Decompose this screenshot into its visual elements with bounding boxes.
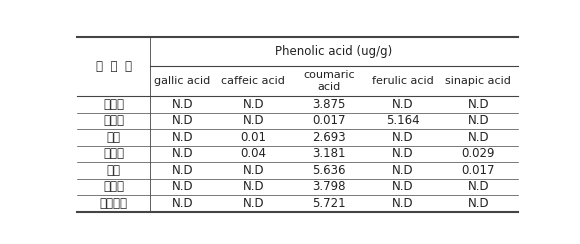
Text: 자  원  명: 자 원 명 — [96, 60, 132, 73]
Text: N.D: N.D — [467, 114, 490, 127]
Text: N.D: N.D — [242, 197, 264, 210]
Text: N.D: N.D — [172, 197, 193, 210]
Text: N.D: N.D — [392, 180, 414, 193]
Text: 0.04: 0.04 — [241, 147, 266, 160]
Text: N.D: N.D — [392, 197, 414, 210]
Text: 왜무꾼: 왜무꾼 — [103, 147, 124, 160]
Text: N.D: N.D — [467, 131, 490, 144]
Text: ferulic acid: ferulic acid — [372, 76, 433, 86]
Text: Phenolic acid (ug/g): Phenolic acid (ug/g) — [276, 45, 393, 58]
Text: 반청무: 반청무 — [103, 114, 124, 127]
Text: N.D: N.D — [242, 164, 264, 177]
Text: N.D: N.D — [242, 98, 264, 111]
Text: N.D: N.D — [172, 98, 193, 111]
Text: 3.875: 3.875 — [313, 98, 346, 111]
Text: N.D: N.D — [392, 131, 414, 144]
Text: N.D: N.D — [172, 180, 193, 193]
Text: caffeic acid: caffeic acid — [222, 76, 285, 86]
Text: N.D: N.D — [172, 114, 193, 127]
Text: sinapic acid: sinapic acid — [445, 76, 512, 86]
Text: 5.164: 5.164 — [386, 114, 419, 127]
Text: 3.798: 3.798 — [313, 180, 346, 193]
Text: N.D: N.D — [392, 147, 414, 160]
Text: N.D: N.D — [467, 197, 490, 210]
Text: 0.029: 0.029 — [462, 147, 495, 160]
Text: N.D: N.D — [467, 98, 490, 111]
Text: 왜무: 왜무 — [107, 131, 121, 144]
Text: gallic acid: gallic acid — [154, 76, 211, 86]
Text: 5.721: 5.721 — [313, 197, 346, 210]
Text: 2.693: 2.693 — [313, 131, 346, 144]
Text: N.D: N.D — [467, 180, 490, 193]
Text: coumaric
acid: coumaric acid — [303, 70, 355, 92]
Text: 3.181: 3.181 — [313, 147, 346, 160]
Text: 0.017: 0.017 — [313, 114, 346, 127]
Text: 5.636: 5.636 — [313, 164, 346, 177]
Text: N.D: N.D — [242, 114, 264, 127]
Text: N.D: N.D — [172, 131, 193, 144]
Text: N.D: N.D — [172, 164, 193, 177]
Text: N.D: N.D — [392, 98, 414, 111]
Text: 콩발열무: 콩발열무 — [100, 197, 128, 210]
Text: N.D: N.D — [392, 164, 414, 177]
Text: 0.017: 0.017 — [462, 164, 495, 177]
Text: 조선무: 조선무 — [103, 98, 124, 111]
Text: N.D: N.D — [242, 180, 264, 193]
Text: 갯무: 갯무 — [107, 164, 121, 177]
Text: 0.01: 0.01 — [241, 131, 266, 144]
Text: N.D: N.D — [172, 147, 193, 160]
Text: 게걸무: 게걸무 — [103, 180, 124, 193]
